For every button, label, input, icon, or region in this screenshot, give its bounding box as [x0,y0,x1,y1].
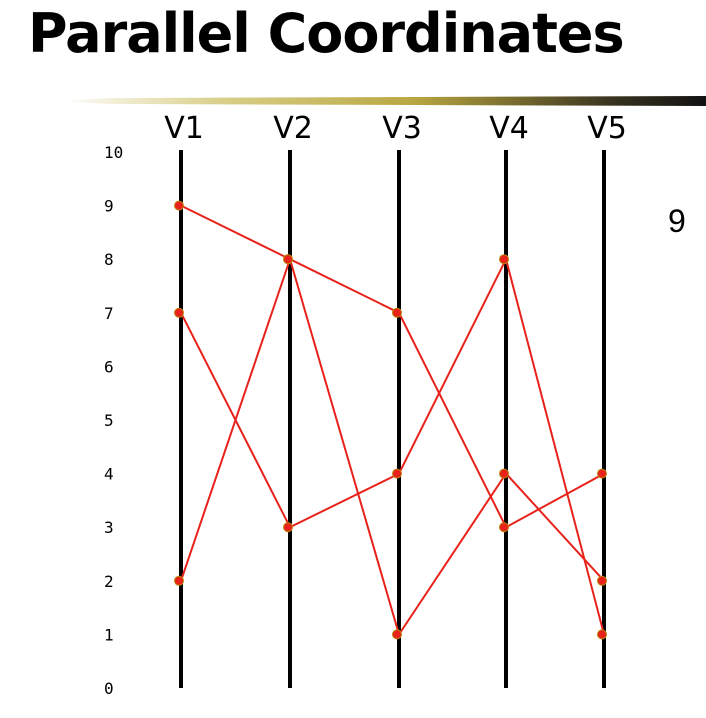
data-point [597,468,607,479]
data-point [283,254,293,265]
y-tick-label: 10 [104,143,123,162]
side-number: 9 [668,203,686,239]
data-point [392,468,402,479]
y-tick-label: 8 [104,250,114,269]
slide-title: Parallel Coordinates [28,2,625,65]
y-tick-label: 0 [104,679,114,698]
data-line-2 [180,256,605,635]
data-point [499,254,509,265]
y-tick-label: 4 [104,465,114,484]
y-tick-label: 1 [104,625,114,644]
data-point [392,629,402,640]
y-tick-label: 3 [104,518,114,537]
y-tick-label: 9 [104,197,114,216]
title-divider [58,96,706,106]
y-tick-label: 5 [104,411,114,430]
data-point [597,575,607,586]
axis-label-v2: V2 [273,111,313,146]
axis-label-v5: V5 [587,111,627,146]
y-tick-label: 7 [104,304,114,323]
data-point [392,307,402,318]
data-point [499,522,509,533]
data-point [597,629,607,640]
data-point [174,307,184,318]
data-point [283,522,293,533]
axis-label-v4: V4 [489,111,529,146]
data-point [174,200,184,211]
data-point [174,575,184,586]
axis-label-v3: V3 [382,111,422,146]
data-line-3 [180,255,605,637]
axis-label-v1: V1 [164,111,204,146]
y-tick-label: 6 [104,357,114,376]
data-line-1 [180,204,605,529]
data-point [499,468,509,479]
y-tick-label: 2 [104,572,114,591]
